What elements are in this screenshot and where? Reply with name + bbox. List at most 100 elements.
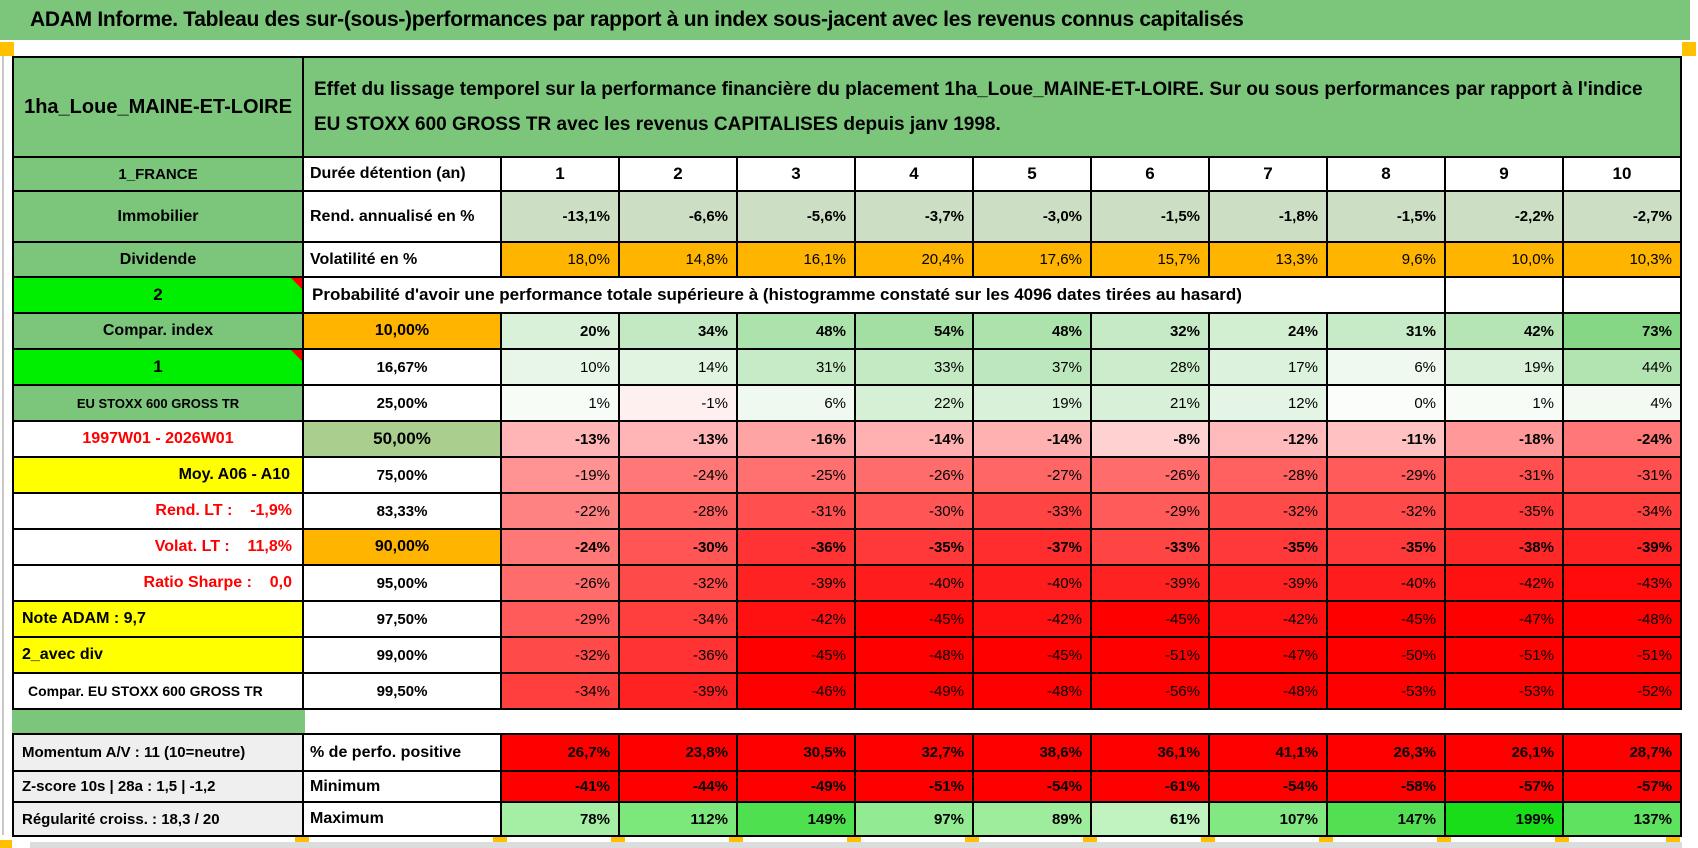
cell-p95-y9[interactable]: -42% xyxy=(1446,566,1564,602)
year-header-3[interactable]: 3 xyxy=(738,158,856,192)
cell-p25-y9[interactable]: 1% xyxy=(1446,386,1564,422)
cell-p99-y8[interactable]: -50% xyxy=(1328,638,1446,674)
cell-p50-y10[interactable]: -24% xyxy=(1564,422,1682,458)
cell-p10-y1[interactable]: 20% xyxy=(502,314,620,350)
cell-volatilite-y9[interactable]: 10,0% xyxy=(1446,243,1564,278)
cell-p99-y7[interactable]: -47% xyxy=(1210,638,1328,674)
cell-p90-y1[interactable]: -24% xyxy=(502,530,620,566)
cell-p995-y7[interactable]: -48% xyxy=(1210,674,1328,710)
cell-p99-y5[interactable]: -45% xyxy=(974,638,1092,674)
probability-caption-cell[interactable]: Probabilité d'avoir une performance tota… xyxy=(304,278,1446,314)
empty-cell[interactable] xyxy=(1446,278,1564,314)
row-label-p16[interactable]: 1 xyxy=(14,350,304,386)
row-header-p975[interactable]: 97,50% xyxy=(304,602,502,638)
cell-p75-y4[interactable]: -26% xyxy=(856,458,974,494)
cell-maximum-y4[interactable]: 97% xyxy=(856,803,974,837)
cell-minimum-y5[interactable]: -54% xyxy=(974,772,1092,803)
cell-maximum-y5[interactable]: 89% xyxy=(974,803,1092,837)
cell-p90-y3[interactable]: -36% xyxy=(738,530,856,566)
cell-p975-y2[interactable]: -34% xyxy=(620,602,738,638)
cell-rendement-y6[interactable]: -1,5% xyxy=(1092,192,1210,243)
cell-p83-y4[interactable]: -30% xyxy=(856,494,974,530)
cell-minimum-y10[interactable]: -57% xyxy=(1564,772,1682,803)
cell-rendement-y9[interactable]: -2,2% xyxy=(1446,192,1564,243)
cell-p975-y8[interactable]: -45% xyxy=(1328,602,1446,638)
cell-p10-y6[interactable]: 32% xyxy=(1092,314,1210,350)
cell-minimum-y8[interactable]: -58% xyxy=(1328,772,1446,803)
cell-maximum-y2[interactable]: 112% xyxy=(620,803,738,837)
row-header-p25[interactable]: 25,00% xyxy=(304,386,502,422)
cell-p90-y8[interactable]: -35% xyxy=(1328,530,1446,566)
cell-rendement-y7[interactable]: -1,8% xyxy=(1210,192,1328,243)
cell-p75-y9[interactable]: -31% xyxy=(1446,458,1564,494)
cell-p90-y4[interactable]: -35% xyxy=(856,530,974,566)
cell-p50-y2[interactable]: -13% xyxy=(620,422,738,458)
cell-perfo-y3[interactable]: 30,5% xyxy=(738,735,856,772)
row-header-volatilite[interactable]: Volatilité en % xyxy=(304,243,502,278)
cell-maximum-y9[interactable]: 199% xyxy=(1446,803,1564,837)
year-header-8[interactable]: 8 xyxy=(1328,158,1446,192)
cell-p975-y3[interactable]: -42% xyxy=(738,602,856,638)
cell-volatilite-y7[interactable]: 13,3% xyxy=(1210,243,1328,278)
cell-p90-y10[interactable]: -39% xyxy=(1564,530,1682,566)
cell-p83-y1[interactable]: -22% xyxy=(502,494,620,530)
cell-perfo-y4[interactable]: 32,7% xyxy=(856,735,974,772)
cell-volatilite-y3[interactable]: 16,1% xyxy=(738,243,856,278)
cell-p90-y5[interactable]: -37% xyxy=(974,530,1092,566)
cell-p90-y6[interactable]: -33% xyxy=(1092,530,1210,566)
cell-p50-y3[interactable]: -16% xyxy=(738,422,856,458)
empty-cell[interactable] xyxy=(1564,278,1682,314)
row-header-p95[interactable]: 95,00% xyxy=(304,566,502,602)
row-label-p995[interactable]: Compar. EU STOXX 600 GROSS TR xyxy=(14,674,304,710)
row-label-minimum[interactable]: Z-score 10s | 28a : 1,5 | -1,2 xyxy=(14,772,304,803)
cell-p99-y6[interactable]: -51% xyxy=(1092,638,1210,674)
cell-p83-y10[interactable]: -34% xyxy=(1564,494,1682,530)
cell-p90-y9[interactable]: -38% xyxy=(1446,530,1564,566)
year-header-9[interactable]: 9 xyxy=(1446,158,1564,192)
year-header-1[interactable]: 1 xyxy=(502,158,620,192)
cell-p99-y2[interactable]: -36% xyxy=(620,638,738,674)
cell-rendement-y1[interactable]: -13,1% xyxy=(502,192,620,243)
cell-p83-y8[interactable]: -32% xyxy=(1328,494,1446,530)
cell-p10-y7[interactable]: 24% xyxy=(1210,314,1328,350)
cell-maximum-y8[interactable]: 147% xyxy=(1328,803,1446,837)
row-header-p10[interactable]: 10,00% xyxy=(304,314,502,350)
cell-p50-y6[interactable]: -8% xyxy=(1092,422,1210,458)
cell-p99-y3[interactable]: -45% xyxy=(738,638,856,674)
cell-rendement-y5[interactable]: -3,0% xyxy=(974,192,1092,243)
duration-header-cell[interactable]: Durée détention (an) xyxy=(304,158,502,192)
cell-minimum-y9[interactable]: -57% xyxy=(1446,772,1564,803)
row-header-p16[interactable]: 16,67% xyxy=(304,350,502,386)
cell-p95-y7[interactable]: -39% xyxy=(1210,566,1328,602)
year-header-7[interactable]: 7 xyxy=(1210,158,1328,192)
cell-minimum-y7[interactable]: -54% xyxy=(1210,772,1328,803)
row-label-p975[interactable]: Note ADAM : 9,7 xyxy=(14,602,304,638)
cell-perfo-y10[interactable]: 28,7% xyxy=(1564,735,1682,772)
row-header-p83[interactable]: 83,33% xyxy=(304,494,502,530)
row-label-p90[interactable]: Volat. LT : 11,8% xyxy=(14,530,304,566)
row-label-proba[interactable]: 2 xyxy=(14,278,304,314)
cell-rendement-y8[interactable]: -1,5% xyxy=(1328,192,1446,243)
cell-maximum-y10[interactable]: 137% xyxy=(1564,803,1682,837)
cell-maximum-y7[interactable]: 107% xyxy=(1210,803,1328,837)
cell-p25-y5[interactable]: 19% xyxy=(974,386,1092,422)
cell-p16-y2[interactable]: 14% xyxy=(620,350,738,386)
cell-volatilite-y5[interactable]: 17,6% xyxy=(974,243,1092,278)
cell-minimum-y1[interactable]: -41% xyxy=(502,772,620,803)
year-header-10[interactable]: 10 xyxy=(1564,158,1682,192)
year-header-6[interactable]: 6 xyxy=(1092,158,1210,192)
country-cell[interactable]: 1_FRANCE xyxy=(14,158,304,192)
row-header-p75[interactable]: 75,00% xyxy=(304,458,502,494)
cell-p16-y8[interactable]: 6% xyxy=(1328,350,1446,386)
cell-perfo-y2[interactable]: 23,8% xyxy=(620,735,738,772)
row-header-p90[interactable]: 90,00% xyxy=(304,530,502,566)
row-label-p95[interactable]: Ratio Sharpe : 0,0 xyxy=(14,566,304,602)
cell-p95-y3[interactable]: -39% xyxy=(738,566,856,602)
row-label-maximum[interactable]: Régularité croiss. : 18,3 / 20 xyxy=(14,803,304,837)
row-header-p99[interactable]: 99,00% xyxy=(304,638,502,674)
cell-p10-y10[interactable]: 73% xyxy=(1564,314,1682,350)
cell-p83-y5[interactable]: -33% xyxy=(974,494,1092,530)
row-label-p10[interactable]: Compar. index xyxy=(14,314,304,350)
cell-p995-y5[interactable]: -48% xyxy=(974,674,1092,710)
cell-p83-y6[interactable]: -29% xyxy=(1092,494,1210,530)
